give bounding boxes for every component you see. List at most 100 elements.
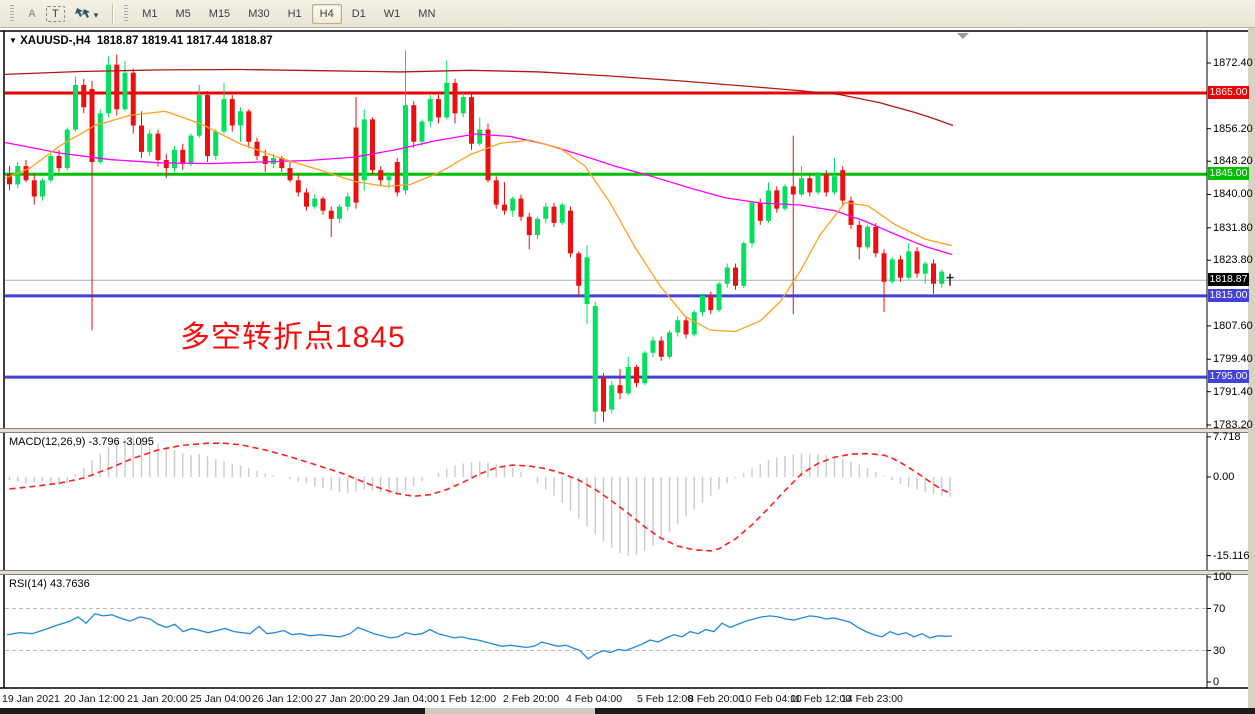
candle-body [386, 176, 392, 181]
time-label[interactable]: 26 Jan 12:00 [252, 693, 313, 705]
time-label[interactable]: 10 Feb 04:00 [740, 693, 802, 705]
rsi-tick-30[interactable]: 30 [1213, 644, 1226, 657]
candle-body [320, 198, 326, 211]
text-label-button[interactable]: T [45, 5, 65, 22]
candle-body [675, 320, 681, 333]
candle-body [56, 155, 62, 169]
timeframe-button-H4[interactable]: H4 [311, 3, 342, 24]
candle-body [114, 64, 120, 110]
arrows-tool-button[interactable]: ▾ [67, 3, 107, 25]
panel-splitter[interactable] [0, 428, 1255, 433]
candle-body [931, 263, 936, 284]
candle-body [683, 320, 689, 335]
time-label[interactable]: 1 Feb 12:00 [440, 693, 497, 705]
price-tick-1807.60[interactable]: 1807.60 [1213, 319, 1253, 332]
rsi-indicator-label: RSI(14) 43.7636 [9, 578, 90, 590]
candle-body [345, 196, 351, 207]
candle-body [485, 129, 491, 181]
time-label[interactable]: 8 Feb 20:00 [688, 693, 745, 705]
candle-body [609, 385, 615, 410]
candle-body [650, 340, 656, 353]
time-label[interactable]: 27 Jan 20:00 [315, 693, 376, 705]
horizontal-scrollbar[interactable] [0, 708, 1255, 714]
chart-title[interactable]: ▼ XAUUSD-,H4 1818.87 1819.41 1817.44 181… [9, 35, 273, 47]
time-label[interactable]: 5 Feb 12:00 [637, 693, 694, 705]
timeframe-button-M1[interactable]: M1 [142, 7, 158, 20]
time-label[interactable]: 11 Feb 12:00 [790, 693, 852, 705]
candle-body [122, 72, 128, 110]
price-tick-1872.40[interactable]: 1872.40 [1213, 57, 1253, 69]
candle-body [147, 133, 153, 152]
candle-body [601, 377, 606, 412]
candle-body [914, 251, 920, 274]
rsi-tick-0[interactable]: 0 [1213, 676, 1220, 688]
candle-body [840, 170, 846, 201]
macd-tick-7.718[interactable]: 7.718 [1213, 430, 1241, 443]
candle-body [733, 267, 738, 286]
candle-body [279, 157, 285, 169]
price-badge-1795.00: 1795.00 [1208, 370, 1249, 384]
toolbar-grip-2[interactable] [124, 4, 129, 23]
time-label[interactable]: 14 Feb 23:00 [841, 693, 903, 705]
price-tick-1856.20[interactable]: 1856.20 [1213, 122, 1253, 135]
candle-body [31, 180, 37, 197]
scrollbar-thumb[interactable] [425, 708, 595, 714]
timeframe-button-M15[interactable]: M15 [208, 7, 231, 20]
candle-body [180, 149, 186, 165]
candle-body [287, 168, 293, 181]
price-tick-1823.80[interactable]: 1823.80 [1213, 254, 1253, 267]
scroll-to-end-icon [957, 33, 969, 39]
symbol-name: XAUUSD-,H4 [20, 35, 91, 47]
toolbar: A T ▾ M1 M5 M15 M30 H1 H4 D1 W1 MN [0, 0, 1255, 28]
timeframe-button-M30[interactable]: M30 [248, 7, 270, 20]
price-tick-1840.00[interactable]: 1840.00 [1213, 188, 1253, 201]
toolbar-grip[interactable] [10, 4, 14, 23]
price-tick-1783.20[interactable]: 1783.20 [1213, 418, 1253, 431]
candle-body [469, 97, 474, 144]
macd-tick-0.00[interactable]: 0.00 [1213, 471, 1235, 483]
candle-body [518, 198, 524, 217]
candle-body [625, 366, 631, 394]
candle-body [667, 332, 672, 357]
candle-body [452, 82, 458, 114]
time-label[interactable]: 19 Jan 2021 [2, 693, 60, 705]
candle-body [7, 174, 12, 185]
rsi-tick-70[interactable]: 70 [1213, 602, 1226, 615]
annotate-text-button[interactable]: A [28, 7, 36, 20]
symbol-dropdown-icon[interactable]: ▼ [9, 36, 17, 45]
candle-body [15, 166, 21, 185]
candle-body [73, 84, 78, 130]
arrows-cascade-icon [74, 7, 90, 18]
price-tick-1791.40[interactable]: 1791.40 [1213, 385, 1253, 398]
candle-body [691, 312, 697, 335]
time-label[interactable]: 20 Jan 12:00 [64, 693, 125, 705]
candle-body [312, 198, 318, 207]
time-label[interactable]: 25 Jan 04:00 [190, 693, 251, 705]
price-tick-1799.40[interactable]: 1799.40 [1213, 353, 1253, 366]
macd-tick--15.116[interactable]: -15.116 [1213, 549, 1250, 562]
candle-body [889, 259, 895, 282]
timeframe-button-M5[interactable]: M5 [175, 7, 191, 20]
timeframe-button-H1[interactable]: H1 [287, 7, 302, 20]
time-label[interactable]: 2 Feb 20:00 [503, 693, 560, 705]
candle-body [807, 178, 813, 193]
candle-body [221, 99, 227, 132]
timeframe-button-W1[interactable]: W1 [383, 7, 401, 20]
panel-splitter[interactable] [0, 570, 1255, 575]
price-tick-1831.80[interactable]: 1831.80 [1213, 221, 1253, 234]
time-label[interactable]: 4 Feb 04:00 [566, 693, 623, 705]
candle-body [898, 259, 903, 278]
rsi-line [6, 613, 953, 660]
candle-body [790, 186, 796, 195]
time-label[interactable]: 21 Jan 20:00 [127, 693, 188, 705]
timeframe-button-MN[interactable]: MN [418, 7, 436, 20]
candle-body [246, 111, 252, 142]
time-label[interactable]: 29 Jan 04:00 [378, 693, 439, 705]
price-badge-1818.87: 1818.87 [1208, 273, 1249, 287]
timeframe-button-D1[interactable]: D1 [351, 7, 366, 20]
candle-body [559, 204, 565, 223]
rsi-tick-100[interactable]: 100 [1213, 571, 1232, 583]
candle-body [23, 166, 29, 181]
price-tick-1848.20[interactable]: 1848.20 [1213, 155, 1253, 168]
